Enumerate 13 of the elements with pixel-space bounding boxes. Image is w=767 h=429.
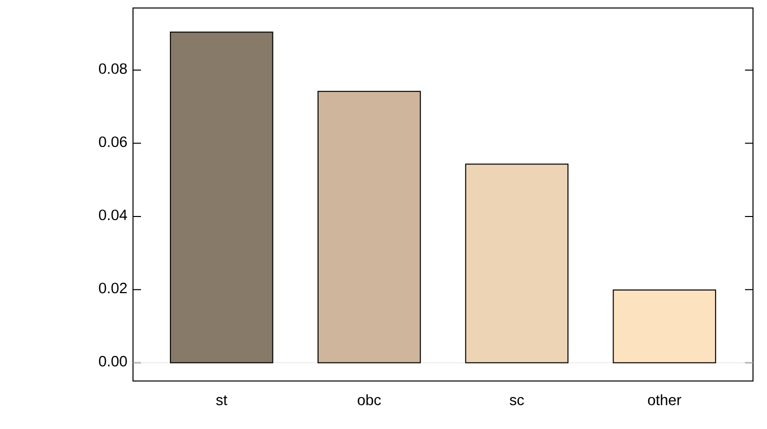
y-tick-label: 0.06 [98, 136, 127, 148]
x-tick-label: obc [358, 394, 381, 406]
y-tick-label: 0.00 [98, 356, 127, 366]
y-tick-label: 0.02 [98, 282, 127, 294]
bar [170, 32, 274, 364]
x-tick-label: other [648, 394, 682, 406]
y-tick-label: 0.08 [98, 63, 127, 74]
bar [318, 90, 421, 364]
x-tick-label: st [216, 395, 228, 406]
x-tick-label: sc [510, 397, 524, 406]
bar [612, 289, 716, 364]
bar [465, 164, 568, 364]
y-tick-label: 0.04 [98, 210, 128, 220]
